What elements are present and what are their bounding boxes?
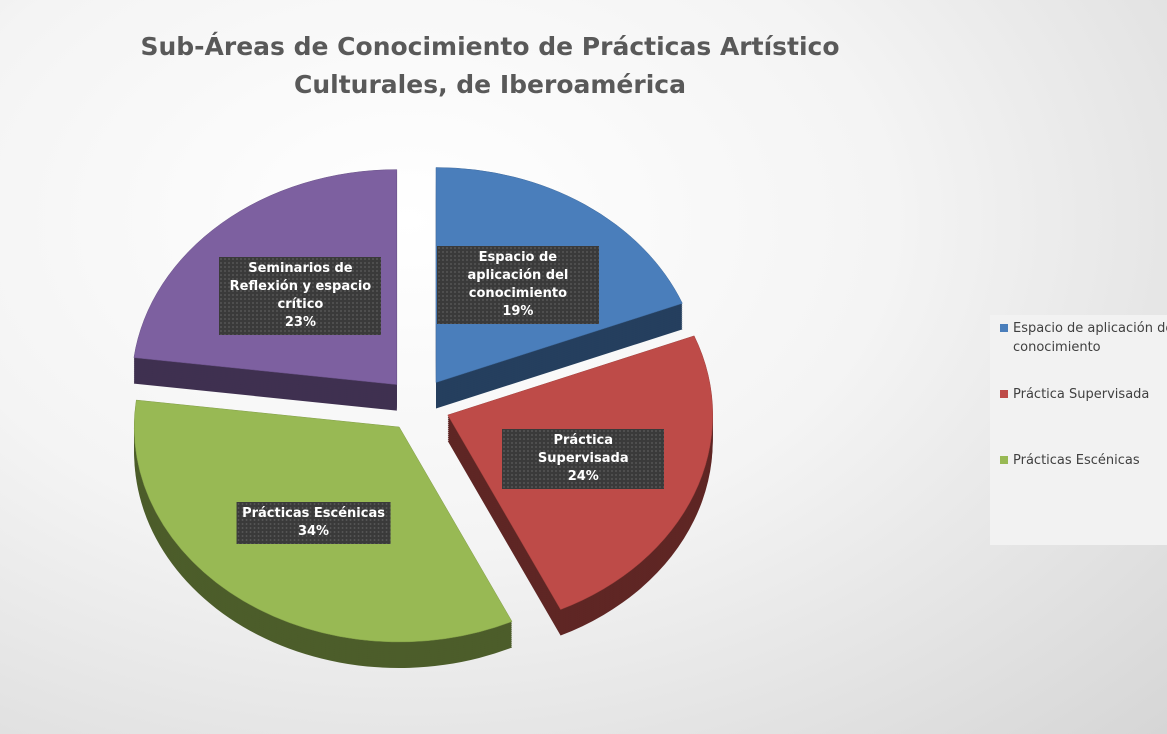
legend-swatch [1000, 456, 1008, 464]
data-label-value: 24% [567, 468, 599, 484]
legend: Espacio de aplicación del conocimiento Pr… [990, 315, 1167, 545]
data-label-category: Seminarios de Reflexión y espacio crític… [229, 260, 372, 312]
data-label-value: 34% [297, 523, 330, 539]
data-label: Seminarios de Reflexión y espacio crític… [219, 256, 382, 335]
data-label: Espacio de aplicación del conocimiento 19… [436, 245, 599, 324]
legend-entry: Práctica Supervisada [1000, 385, 1167, 404]
data-label: Práctica Supervisada 24% [502, 428, 665, 489]
data-label-value: 19% [502, 303, 534, 319]
data-label-category: Espacio de aplicación del conocimiento [467, 249, 569, 301]
legend-swatch [1000, 390, 1008, 398]
slice-group [134, 399, 513, 669]
data-label: Prácticas Escénicas 34% [236, 501, 391, 544]
legend-entry: Espacio de aplicación del conocimiento [1000, 319, 1167, 357]
chart-title: Sub-Áreas de Conocimiento de Prácticas A… [140, 32, 840, 99]
legend-swatch [1000, 324, 1008, 332]
data-label-category: Prácticas Escénicas [242, 505, 385, 521]
legend-entry: Prácticas Escénicas [1000, 451, 1167, 470]
data-label-category: Práctica Supervisada [537, 432, 629, 466]
data-label-value: 23% [284, 314, 316, 330]
